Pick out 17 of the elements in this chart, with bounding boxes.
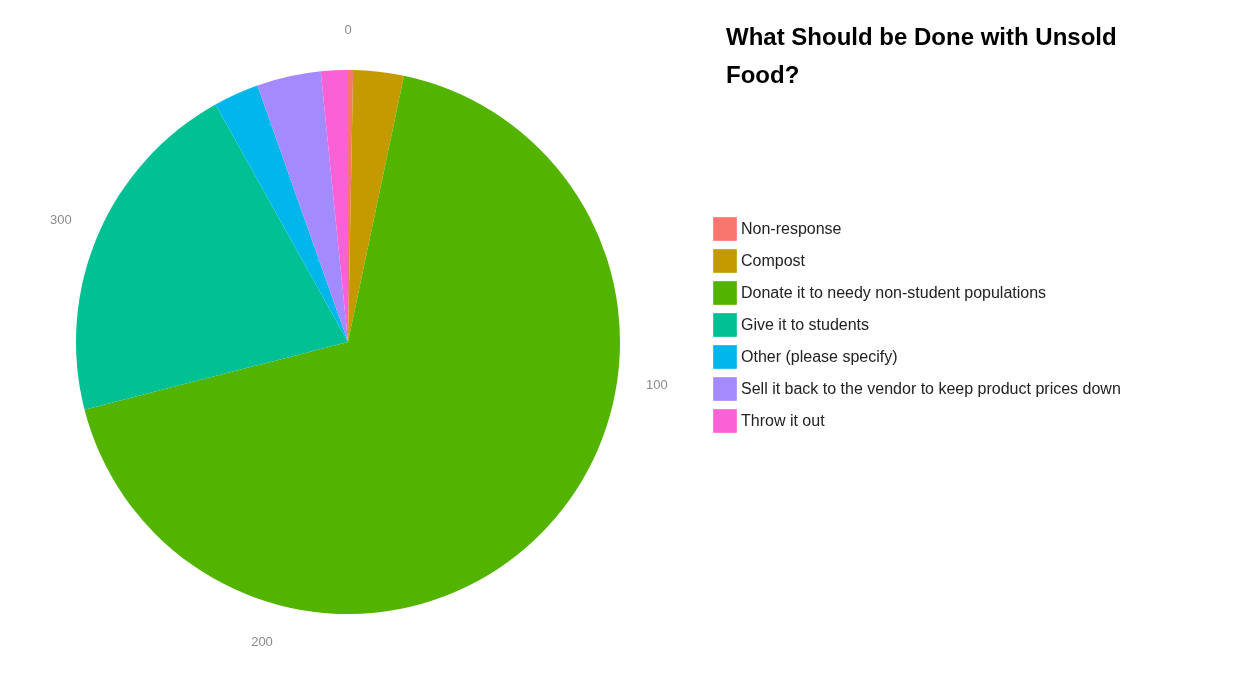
text: 0 xyxy=(344,22,352,37)
legend-label: Donate it to needy non-student populations xyxy=(741,284,1047,301)
legend-label: Throw it out xyxy=(741,412,826,429)
text: 300 xyxy=(49,212,72,228)
pie-slice xyxy=(215,85,348,342)
legend-label: Non-response xyxy=(741,220,842,237)
legend-label: Give it to students xyxy=(741,316,870,333)
pie-slice xyxy=(348,70,404,342)
text: 100 xyxy=(646,377,668,393)
chart-title: What Should be Done with Unsold Food? xyxy=(726,23,1117,88)
text: 200 xyxy=(251,633,273,649)
legend-label: Other (please specify) xyxy=(741,348,898,365)
pie-slice xyxy=(84,75,620,614)
pie-slice xyxy=(76,104,348,410)
legend-label: Sell it back to the vendor to keep product prices down xyxy=(741,380,1121,397)
pie-slice xyxy=(257,71,348,342)
legend-label: Compost xyxy=(741,252,806,269)
